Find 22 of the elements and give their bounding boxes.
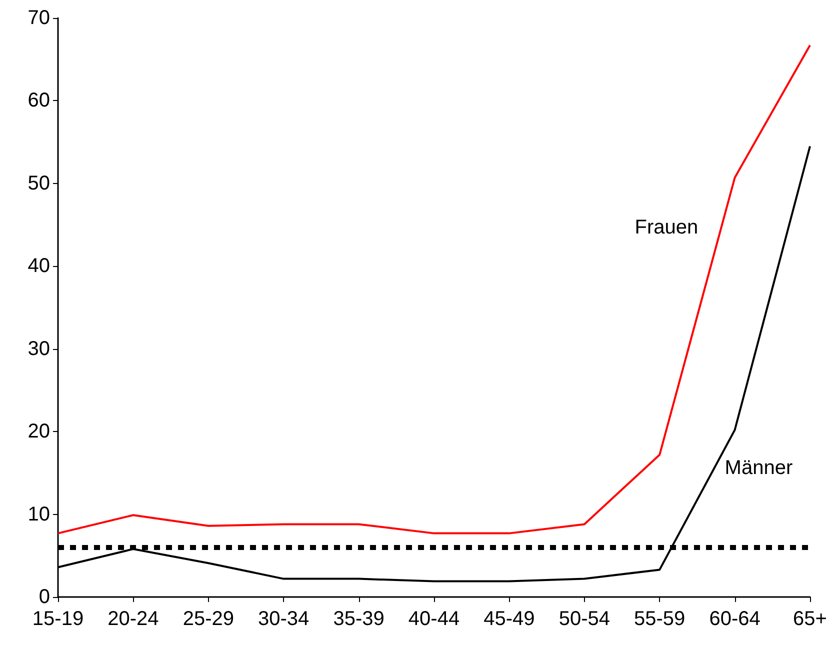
line-series bbox=[57, 44, 811, 534]
y-tick-label: 20 bbox=[28, 420, 50, 443]
y-tick-label: 40 bbox=[28, 255, 50, 278]
y-tick-label: 50 bbox=[28, 172, 50, 194]
series-label: Frauen bbox=[634, 216, 698, 239]
x-tick-label: 45-49 bbox=[484, 608, 535, 630]
x-tick-label: 50-54 bbox=[558, 608, 610, 630]
x-tick-label: 30-34 bbox=[258, 608, 310, 630]
x-tick-label: 65+ bbox=[793, 608, 827, 630]
series-label: Männer bbox=[724, 456, 793, 479]
y-tick-label: 30 bbox=[28, 338, 50, 360]
x-tick-label: 20-24 bbox=[108, 608, 159, 630]
y-tick-label: 0 bbox=[38, 586, 50, 608]
x-tick-label: 15-19 bbox=[32, 608, 84, 630]
y-tick-label: 70 bbox=[28, 7, 50, 29]
x-tick-label: 25-29 bbox=[182, 608, 234, 630]
y-tick-label: 10 bbox=[28, 503, 50, 526]
y-tick-label: 60 bbox=[28, 90, 50, 112]
x-tick-label: 55-59 bbox=[634, 608, 686, 630]
x-tick-label: 40-44 bbox=[408, 608, 460, 630]
x-tick-label: 60-64 bbox=[709, 608, 760, 630]
x-tick-label: 35-39 bbox=[333, 608, 384, 630]
